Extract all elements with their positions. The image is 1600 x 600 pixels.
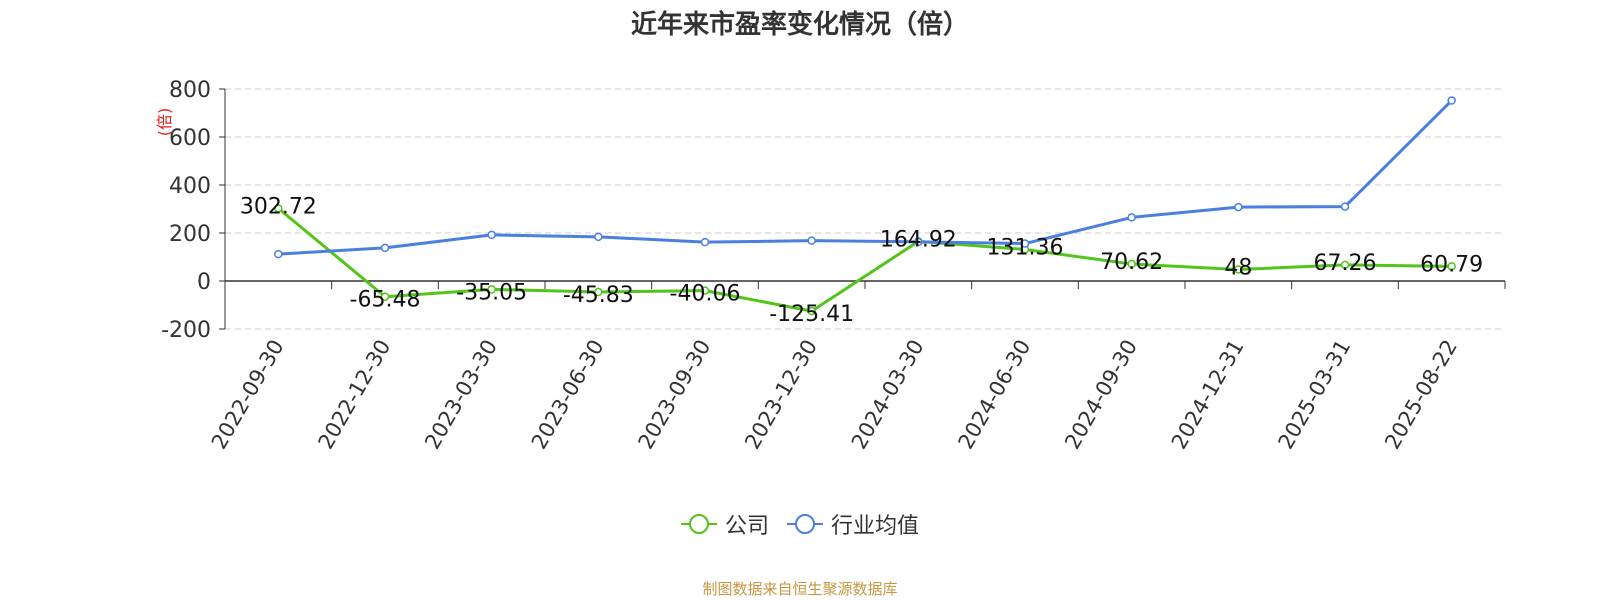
data-point-company: [807, 306, 816, 316]
data-point-company: [380, 292, 390, 301]
series-line-industry-average: [278, 99, 1453, 256]
data-label: 60.79: [1420, 252, 1483, 277]
x-tick-label: 2023-06-30: [527, 336, 609, 454]
x-tick-label: 2025-08-22: [1380, 336, 1462, 454]
data-point-industry-average: [914, 237, 923, 247]
x-tick-label: 2023-09-30: [634, 336, 716, 454]
series-lines: [274, 96, 1456, 316]
data-point-company: [1127, 259, 1136, 269]
data-label: 48: [1224, 255, 1252, 280]
x-tick-label: 2022-12-30: [314, 336, 396, 454]
x-tick-label: 2022-09-30: [207, 336, 289, 454]
legend-label-company: 公司: [724, 514, 769, 539]
data-point-industry-average: [1020, 239, 1030, 248]
data-label: 70.62: [1100, 250, 1163, 275]
data-label: -125.41: [769, 302, 854, 327]
x-tick-label: 2024-09-30: [1060, 336, 1142, 454]
x-tick-label: 2024-06-30: [954, 336, 1036, 454]
data-point-industry-average: [274, 249, 283, 259]
data-point-industry-average: [380, 243, 390, 253]
legend-label-industry-average: 行业均值: [831, 514, 920, 539]
data-label: -35.05: [456, 280, 527, 305]
data-point-company: [1340, 260, 1350, 270]
data-point-industry-average: [1234, 202, 1243, 212]
data-label: 67.26: [1314, 251, 1377, 276]
data-point-company: [487, 285, 496, 294]
legend: 公司 行业均值: [0, 508, 1600, 540]
source-note: 制图数据来自恒生聚源数据库: [702, 580, 898, 598]
data-point-industry-average: [807, 236, 816, 245]
data-label: 302.72: [240, 194, 317, 219]
y-tick-label: 400: [169, 174, 211, 199]
data-labels: 302.72 -65.48 -35.05 -45.83 -40.06 -125.41 164…: [240, 194, 1483, 327]
series-line-company: [277, 207, 1452, 313]
legend-line-circle-icon: [787, 514, 823, 534]
y-tick-label: -200: [161, 318, 211, 343]
x-tick-label: 2023-12-30: [740, 336, 822, 454]
data-point-company: [274, 204, 283, 213]
x-tick-label: 2024-12-31: [1167, 336, 1249, 454]
y-tick-label: 0: [197, 270, 211, 295]
data-point-industry-average: [487, 230, 496, 240]
data-point-company: [1447, 262, 1456, 271]
grid-lines: [225, 88, 1505, 330]
x-tick-label: 2024-03-30: [847, 335, 929, 453]
data-point-industry-average: [1127, 213, 1136, 222]
x-tick-label: 2025-03-31: [1274, 336, 1356, 454]
data-label: -40.06: [670, 282, 741, 307]
legend-line-circle-icon: [680, 514, 717, 534]
data-point-industry-average: [700, 237, 710, 247]
x-tick-label: 2023-03-30: [420, 335, 502, 453]
chart-title: 近年来市盈率变化情况（倍）: [630, 10, 969, 40]
data-label: -65.48: [350, 288, 421, 313]
data-point-industry-average: [1447, 96, 1456, 105]
data-label: 164.92: [880, 227, 957, 252]
y-tick-label: 800: [169, 78, 211, 103]
data-point-company: [1234, 265, 1243, 274]
data-point-industry-average: [594, 232, 603, 242]
y-tick-label: 600: [169, 126, 211, 151]
data-label: 131.36: [987, 235, 1064, 260]
data-point-company: [700, 286, 710, 295]
y-axis-title: (倍): [155, 108, 174, 137]
legend-item-company[interactable]: 公司: [680, 508, 769, 540]
data-label: -45.83: [563, 283, 634, 308]
data-point-industry-average: [1340, 202, 1350, 211]
data-point-company: [594, 287, 603, 297]
y-tick-label: 200: [169, 222, 211, 247]
legend-item-industry-average[interactable]: 行业均值: [787, 508, 919, 540]
